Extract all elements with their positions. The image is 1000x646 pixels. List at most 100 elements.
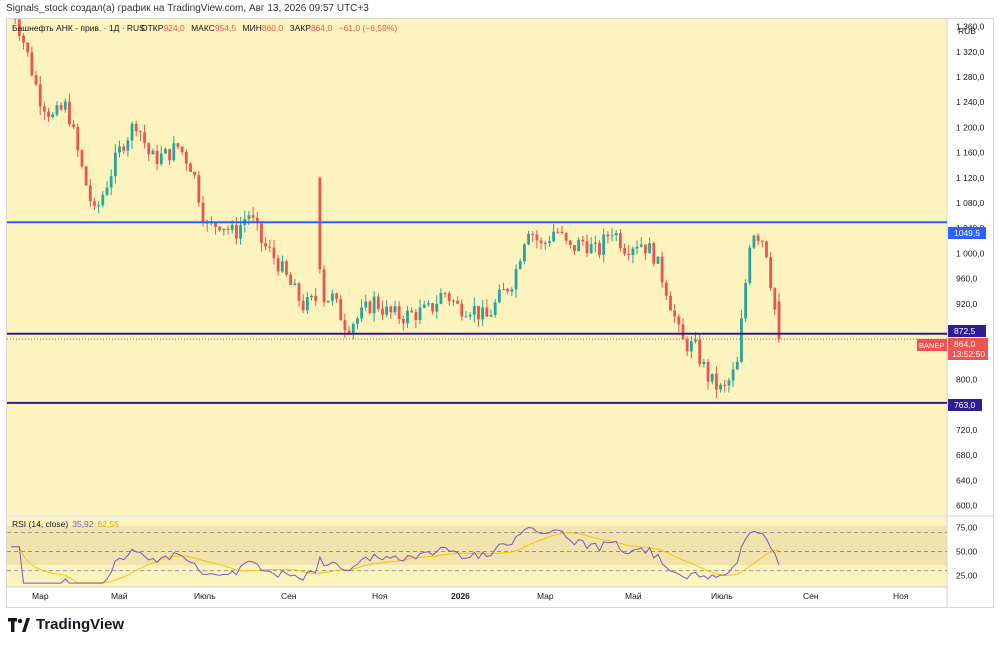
tradingview-logo-icon xyxy=(8,617,30,632)
open-value: 924,0 xyxy=(163,23,185,33)
candle-body xyxy=(180,146,184,153)
candle-body xyxy=(397,306,401,319)
rsi-tick-label: 25,00 xyxy=(956,570,978,580)
candle-body xyxy=(631,248,635,256)
candle-body xyxy=(422,304,426,308)
candle-body xyxy=(47,111,50,117)
y-tick-label: 1 160,0 xyxy=(956,148,985,158)
candle-body xyxy=(155,150,159,164)
candle-body xyxy=(506,288,510,292)
y-tick-label: 800,0 xyxy=(956,374,978,384)
y-tick-label: 720,0 xyxy=(956,425,978,435)
candle-body xyxy=(727,380,731,386)
level-tag-3: 763,0 xyxy=(948,399,982,411)
candle-body xyxy=(372,296,376,314)
candle-body xyxy=(522,244,526,262)
close-value: 864,0 xyxy=(311,23,333,33)
close-label: ЗАКР xyxy=(290,23,312,33)
candle-body xyxy=(59,105,63,110)
candle-body xyxy=(276,258,280,272)
candle-body xyxy=(485,307,489,317)
candle-body xyxy=(744,283,748,319)
candle-body xyxy=(143,132,146,144)
candle-body xyxy=(310,295,313,298)
candle-body xyxy=(681,324,685,340)
candle-body xyxy=(88,185,92,202)
brand-name: TradingView xyxy=(36,616,125,633)
candle-body xyxy=(527,233,530,245)
x-tick-label: Сен xyxy=(281,591,297,601)
candle-body xyxy=(197,175,201,203)
y-tick-label: 1 240,0 xyxy=(956,97,985,107)
candle-body xyxy=(618,233,622,249)
candle-body xyxy=(239,224,242,239)
candle-body xyxy=(452,300,455,302)
candle-body xyxy=(260,223,263,244)
candle-body xyxy=(497,289,501,303)
candle-body xyxy=(581,239,585,242)
x-tick-label: Ноя xyxy=(372,591,388,601)
candle-body xyxy=(502,288,505,290)
candle-body xyxy=(447,293,451,301)
low-label: МИН xyxy=(243,23,262,33)
price-chart[interactable]: 1 360,0 1 320,0 1 280,0 1 240,0 1 200,0 1 160… xyxy=(7,0,993,607)
candle-body xyxy=(748,247,752,284)
candle-body xyxy=(714,373,718,390)
chart-frame: 1 360,0 1 320,0 1 280,0 1 240,0 1 200,0 1 160… xyxy=(6,0,994,608)
candle-body xyxy=(101,194,105,206)
x-tick-label: Мар xyxy=(32,591,49,601)
candle-body xyxy=(351,324,355,333)
candle-body xyxy=(226,228,230,230)
rsi-tick-label: 50,00 xyxy=(956,547,978,557)
candle-body xyxy=(105,187,109,195)
candle-body xyxy=(648,243,652,254)
candle-body xyxy=(159,153,163,164)
candle-body xyxy=(535,234,539,241)
candle-body xyxy=(126,140,130,151)
candle-body xyxy=(17,19,21,36)
y-tick-label: 680,0 xyxy=(956,450,978,460)
level-tag-1-text: 1049,5 xyxy=(954,228,980,238)
candle-body xyxy=(51,114,55,117)
candle-body xyxy=(481,307,485,320)
x-tick-label: Сен xyxy=(803,591,819,601)
candle-body xyxy=(34,75,38,85)
candle-body xyxy=(93,201,96,206)
y-tick-label: 1 360,0 xyxy=(956,22,985,32)
candle-body xyxy=(293,283,297,286)
y-tick-label: 1 080,0 xyxy=(956,198,985,208)
tradingview-brand[interactable]: TradingView xyxy=(8,616,124,633)
candle-body xyxy=(401,318,405,324)
candle-body xyxy=(80,150,84,167)
candle-body xyxy=(443,293,447,295)
candle-body xyxy=(598,242,601,255)
candle-body xyxy=(689,341,693,352)
candle-body xyxy=(360,307,364,319)
candle-body xyxy=(685,339,689,352)
y-tick-label: 640,0 xyxy=(956,475,978,485)
candle-body xyxy=(552,231,556,242)
high-value: 954,5 xyxy=(215,23,237,33)
candle-body xyxy=(464,316,468,318)
candle-body xyxy=(68,101,71,125)
y-tick-label: 1 280,0 xyxy=(956,72,985,82)
ticker-tag-text: BANEP xyxy=(919,341,944,350)
candle-body xyxy=(698,339,702,365)
candle-body xyxy=(63,101,67,110)
candle-body xyxy=(414,312,418,321)
candle-body xyxy=(564,233,568,241)
candle-body xyxy=(731,369,735,381)
candle-body xyxy=(381,308,384,315)
candle-body xyxy=(109,176,113,188)
y-tick-label: 1 120,0 xyxy=(956,173,985,183)
candle-body xyxy=(472,306,476,315)
current-price-tag: 864,0 13:52:50 xyxy=(948,338,988,360)
level-tag-1: 1049,5 xyxy=(948,227,986,239)
candle-body xyxy=(573,244,576,252)
candle-body xyxy=(22,35,25,43)
currency-label: RUB xyxy=(958,26,976,36)
level-tag-2-text: 872,5 xyxy=(954,326,976,336)
candle-body xyxy=(702,361,706,365)
candle-body xyxy=(138,131,142,133)
candle-body xyxy=(118,146,121,153)
